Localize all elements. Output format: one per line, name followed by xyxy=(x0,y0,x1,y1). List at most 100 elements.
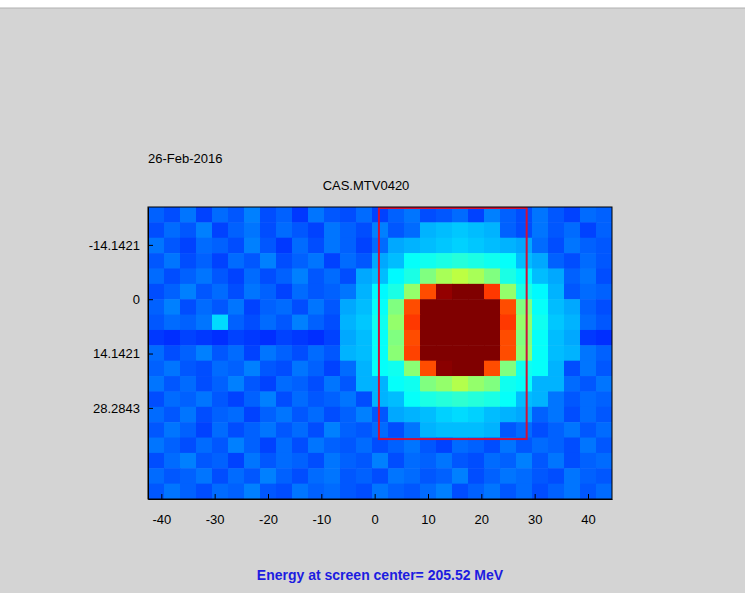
heat-cell xyxy=(468,391,485,407)
heat-cell xyxy=(484,330,501,346)
heat-cell xyxy=(484,253,501,269)
heat-cell xyxy=(308,284,325,300)
heat-cell xyxy=(404,422,421,438)
heat-cell xyxy=(564,238,581,254)
heat-cell xyxy=(260,299,277,315)
heat-cell xyxy=(164,253,181,269)
heat-cell xyxy=(436,284,453,300)
heat-cell xyxy=(196,284,213,300)
heat-cell xyxy=(452,315,469,331)
heat-cell xyxy=(356,407,373,423)
heat-cell xyxy=(436,422,453,438)
heat-cell xyxy=(596,253,612,269)
x-tick-mark xyxy=(535,494,536,499)
heat-cell xyxy=(596,330,612,346)
heat-cell xyxy=(420,453,437,469)
heat-cell xyxy=(212,238,229,254)
heat-cell xyxy=(404,222,421,238)
heat-cell xyxy=(276,222,293,238)
heat-cell xyxy=(420,238,437,254)
heat-cell xyxy=(468,484,485,499)
heat-cell xyxy=(564,207,581,223)
y-tick: 28.2843 xyxy=(93,401,153,416)
heat-cell xyxy=(308,484,325,499)
heat-cell xyxy=(548,407,565,423)
heat-cell xyxy=(484,407,501,423)
heat-cell xyxy=(564,315,581,331)
heat-cell xyxy=(260,345,277,361)
heat-cell xyxy=(484,222,501,238)
heat-cell xyxy=(516,238,533,254)
heat-cell xyxy=(420,330,437,346)
heat-cell xyxy=(260,422,277,438)
heat-cell xyxy=(500,253,517,269)
heat-cell xyxy=(260,222,277,238)
heat-cell xyxy=(228,315,245,331)
heat-cell xyxy=(228,407,245,423)
heat-cell xyxy=(244,315,261,331)
heat-cell xyxy=(420,468,437,484)
heat-cell xyxy=(468,422,485,438)
screen: -40-30-20-10010203040-14.1421014.142128.… xyxy=(0,0,745,593)
heat-cell xyxy=(564,407,581,423)
x-tick: 0 xyxy=(372,494,379,527)
heat-cell xyxy=(372,391,389,407)
heat-cell xyxy=(260,253,277,269)
heat-cell xyxy=(308,268,325,284)
heat-cell xyxy=(500,391,517,407)
heat-cell xyxy=(148,330,165,346)
heat-cell xyxy=(228,222,245,238)
heat-cell xyxy=(372,207,389,223)
heat-cell xyxy=(356,438,373,454)
heat-cell xyxy=(452,299,469,315)
x-tick: -10 xyxy=(312,494,331,527)
heat-cell xyxy=(148,391,165,407)
heat-cell xyxy=(580,238,597,254)
heat-cell xyxy=(548,315,565,331)
heat-cell xyxy=(500,299,517,315)
heat-cell xyxy=(388,268,405,284)
heat-cell xyxy=(404,299,421,315)
heat-cell xyxy=(244,438,261,454)
heat-cell xyxy=(468,299,485,315)
heat-cell xyxy=(420,407,437,423)
heat-cell xyxy=(516,222,533,238)
heat-cell xyxy=(564,284,581,300)
heat-cell xyxy=(324,361,341,377)
heat-cell xyxy=(468,315,485,331)
heat-cell xyxy=(596,238,612,254)
heat-cell xyxy=(436,484,453,499)
heat-cell xyxy=(420,222,437,238)
heat-cell xyxy=(436,238,453,254)
heat-cell xyxy=(372,268,389,284)
heat-cell xyxy=(228,484,245,499)
heat-cell xyxy=(516,468,533,484)
heat-cell xyxy=(564,330,581,346)
y-axis-line xyxy=(148,208,149,500)
heat-cell xyxy=(244,376,261,392)
heat-cell xyxy=(308,376,325,392)
heat-cell xyxy=(452,238,469,254)
heat-cell xyxy=(292,422,309,438)
heat-cell xyxy=(436,253,453,269)
heat-cell xyxy=(404,361,421,377)
heat-cell xyxy=(452,468,469,484)
heat-cell xyxy=(516,284,533,300)
x-tick-label: -20 xyxy=(259,512,278,527)
heat-cell xyxy=(468,468,485,484)
heat-cell xyxy=(148,453,165,469)
heat-cell xyxy=(148,238,165,254)
heat-cell xyxy=(308,453,325,469)
heat-cell xyxy=(340,345,357,361)
heat-cell xyxy=(260,361,277,377)
heat-cell xyxy=(308,238,325,254)
heat-cell xyxy=(356,238,373,254)
heat-cell xyxy=(260,268,277,284)
heat-cell xyxy=(292,253,309,269)
heat-cell xyxy=(436,268,453,284)
heat-cell xyxy=(276,268,293,284)
heat-cell xyxy=(404,484,421,499)
heat-cell xyxy=(196,407,213,423)
heat-cell xyxy=(308,207,325,223)
heat-cell xyxy=(468,207,485,223)
